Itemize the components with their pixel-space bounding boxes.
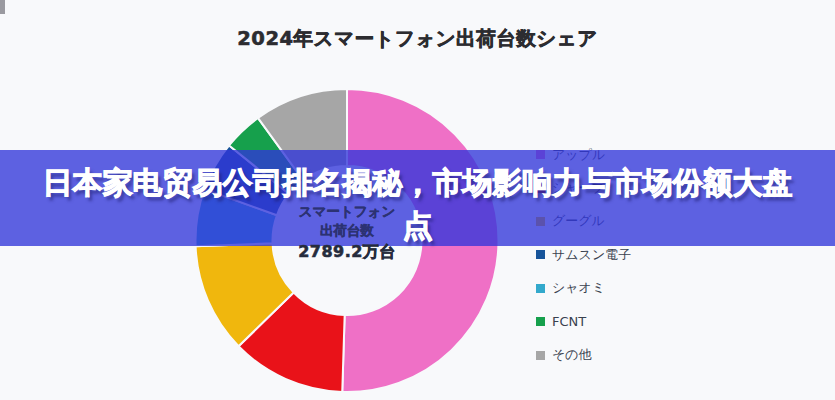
page-background: 2024年スマートフォン出荷台数シェア スマートフォン 出荷台数 2789.2万…: [0, 0, 835, 400]
legend-label: サムスン電子: [552, 246, 631, 264]
legend-item: シャオミ: [536, 272, 631, 305]
legend-label: FCNT: [552, 314, 586, 329]
banner-title-line1: 日本家电贸易公司排名揭秘，市场影响力与市场份额大盘: [0, 161, 835, 204]
center-label-line1: スマートフォン: [197, 202, 497, 221]
legend-label: その他: [552, 346, 592, 364]
center-label-total: 2789.2万台: [197, 241, 497, 263]
legend-color-swatch: [536, 317, 545, 326]
donut-center-label: スマートフォン 出荷台数 2789.2万台: [197, 202, 497, 263]
legend-label: シャオミ: [552, 279, 605, 297]
legend-item: その他: [536, 338, 631, 371]
center-label-line2: 出荷台数: [197, 221, 497, 240]
legend-item: FCNT: [536, 305, 631, 338]
legend-color-swatch: [536, 351, 545, 360]
legend-color-swatch: [536, 250, 545, 259]
legend-color-swatch: [536, 284, 545, 293]
